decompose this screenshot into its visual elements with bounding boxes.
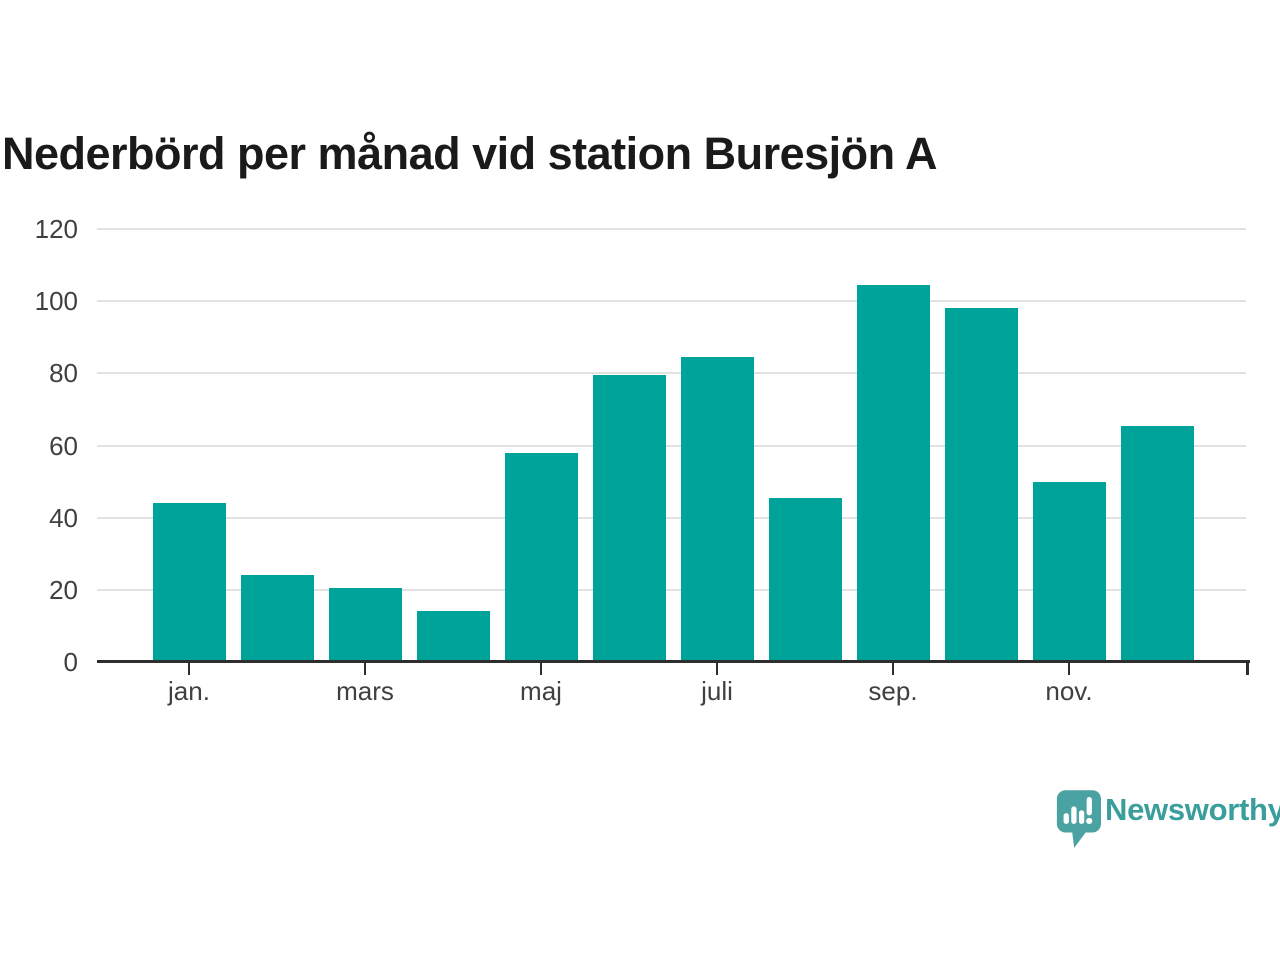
bar-juli — [680, 357, 754, 662]
gridline-60 — [97, 444, 1246, 447]
y-tick-label-0: 0 — [63, 647, 78, 677]
x-tick-sep — [892, 663, 894, 675]
bar-aug — [768, 497, 842, 662]
chart-title: Nederbörd per månad vid station Buresjön… — [2, 128, 938, 179]
x-axis-line — [97, 660, 1250, 663]
y-tick-label-60: 60 — [49, 430, 78, 461]
x-tick-maj — [540, 663, 542, 675]
gridline-20 — [97, 588, 1246, 591]
x-axis-end-tick — [1246, 660, 1249, 675]
bar-chart-speech-bubble-icon — [1056, 790, 1102, 848]
plot-area — [97, 228, 1248, 662]
y-tick-label-120: 120 — [34, 214, 78, 244]
x-tick-label-juli: juli — [701, 676, 733, 706]
gridline-120 — [97, 228, 1246, 230]
x-tick-label-nov: nov. — [1045, 676, 1093, 706]
bar-maj — [504, 452, 578, 662]
bar-mars — [328, 588, 402, 662]
x-tick-label-maj: maj — [520, 676, 562, 706]
y-tick-label-40: 40 — [49, 502, 78, 533]
x-tick-nov — [1068, 663, 1070, 675]
gridline-100 — [97, 300, 1246, 303]
y-tick-label-20: 20 — [49, 574, 78, 605]
newsworthy-wordmark: Newsworthy — [1105, 792, 1280, 827]
bar-apr — [416, 611, 490, 662]
bar-okt — [944, 308, 1018, 662]
x-tick-jan — [188, 663, 190, 675]
x-tick-label-sep: sep. — [868, 676, 918, 706]
x-tick-juli — [716, 663, 718, 675]
x-tick-label-jan: jan. — [168, 676, 210, 706]
gridline-40 — [97, 516, 1246, 519]
y-tick-label-100: 100 — [34, 286, 78, 317]
newsworthy-logo: Newsworthy — [1054, 788, 1280, 852]
x-tick-label-mars: mars — [336, 676, 394, 706]
bar-juni — [592, 375, 666, 662]
bar-nov — [1032, 481, 1106, 662]
bar-feb — [240, 575, 314, 662]
x-tick-mars — [364, 663, 366, 675]
bar-dec — [1120, 425, 1194, 662]
bar-sep — [856, 284, 930, 662]
bar-jan — [152, 503, 226, 662]
y-tick-label-80: 80 — [49, 358, 78, 389]
gridline-80 — [97, 372, 1246, 375]
